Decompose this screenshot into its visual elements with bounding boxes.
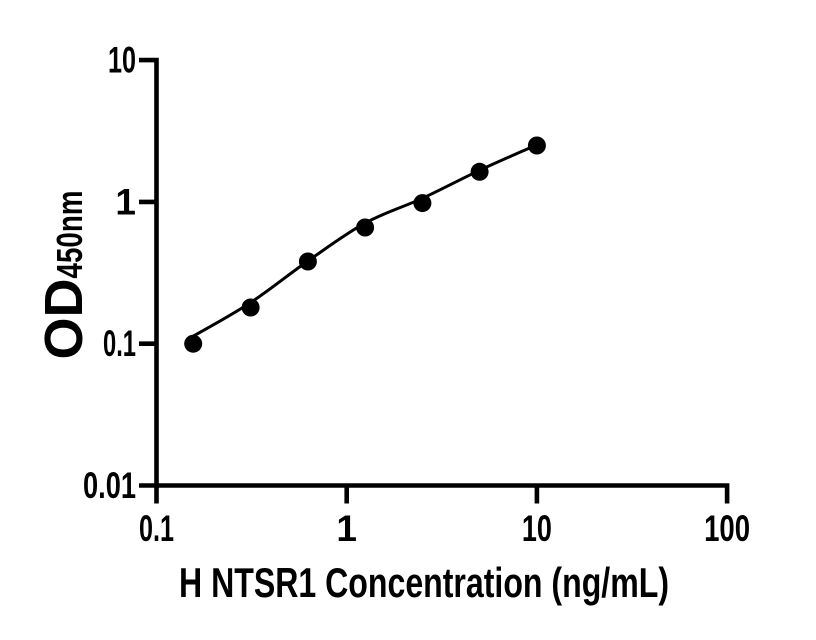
data-point bbox=[470, 162, 489, 181]
y-tick-label: 1 bbox=[115, 181, 136, 222]
x-tick-label: 100 bbox=[704, 508, 750, 549]
x-axis-title: H NTSR1 Concentration (ng/mL) bbox=[179, 559, 669, 606]
data-series-layer bbox=[184, 136, 546, 353]
data-point bbox=[413, 194, 432, 213]
data-point bbox=[527, 136, 546, 155]
data-point bbox=[356, 218, 375, 237]
y-axis-title-main: OD bbox=[34, 279, 94, 360]
y-axis bbox=[139, 57, 159, 504]
x-tick-label: 0.1 bbox=[139, 508, 174, 549]
data-point bbox=[241, 298, 260, 317]
y-axis-title-subscript: 450nm bbox=[49, 191, 90, 279]
y-tick-label: 10 bbox=[108, 40, 136, 81]
y-axis-title: OD450nm bbox=[34, 191, 94, 360]
x-tick-label: 10 bbox=[522, 508, 552, 549]
y-tick-label: 0.01 bbox=[83, 465, 136, 506]
x-tick-label: 1 bbox=[336, 508, 357, 549]
x-axis bbox=[139, 483, 730, 504]
data-point bbox=[184, 334, 203, 353]
data-point bbox=[298, 252, 317, 271]
y-tick-label: 0.1 bbox=[103, 323, 136, 364]
axis-ticks-layer bbox=[139, 199, 540, 504]
